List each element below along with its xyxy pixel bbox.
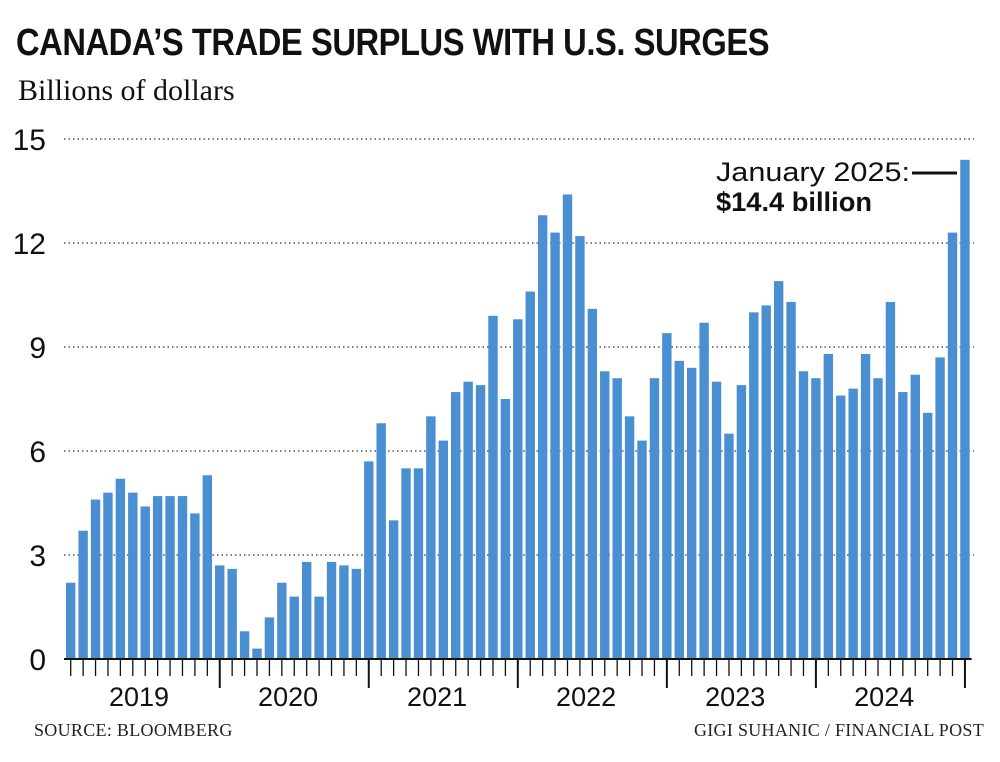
bar [152, 496, 163, 659]
bar [401, 468, 411, 659]
bar [562, 194, 573, 659]
bar [749, 312, 759, 659]
y-axis-tick-labels: 0 3 6 9 12 15 [13, 124, 46, 677]
bar [637, 440, 647, 659]
bar [488, 315, 498, 659]
x-axis-year-labels: 2019 2020 2021 2022 2023 2024 [109, 682, 914, 712]
bar [662, 333, 672, 659]
bar [836, 395, 846, 659]
bar [848, 388, 858, 659]
bar [922, 412, 933, 659]
chart-subtitle: Billions of dollars [18, 74, 235, 107]
bar [500, 399, 511, 659]
bar [687, 367, 697, 659]
bar [66, 582, 76, 659]
bar [724, 433, 734, 659]
bar [575, 236, 585, 659]
bar [537, 215, 548, 659]
bar [190, 513, 200, 659]
bar [128, 492, 138, 659]
x-tick-label-year: 2023 [705, 682, 765, 712]
bar [388, 520, 399, 659]
bar [227, 568, 237, 659]
annotation: January 2025:$14.4 billion [716, 157, 957, 217]
bar [239, 631, 250, 659]
bar [649, 378, 660, 659]
x-tick-label-year: 2021 [407, 682, 467, 712]
bar [314, 596, 324, 659]
bar [947, 232, 958, 659]
bar [674, 360, 684, 659]
y-tick-label: 15 [13, 124, 46, 157]
annotation-line-2: $14.4 billion [716, 187, 872, 217]
x-tick-label-year: 2019 [109, 682, 169, 712]
bar [413, 468, 424, 659]
bar [451, 392, 461, 659]
y-tick-label: 6 [29, 436, 46, 469]
bar [525, 291, 535, 659]
bar [438, 440, 448, 659]
bar [115, 478, 126, 659]
bar [140, 506, 150, 659]
bar [885, 301, 896, 659]
source-credit: SOURCE: BLOOMBERG [34, 720, 233, 740]
bar [277, 582, 287, 659]
x-tick-label-year: 2024 [854, 682, 914, 712]
x-tick-label-year: 2020 [258, 682, 318, 712]
bar [513, 319, 523, 659]
byline-credit: GIGI SUHANIC / FINANCIAL POST [693, 720, 984, 740]
bar [587, 308, 598, 659]
bar [103, 492, 113, 659]
y-tick-label: 12 [13, 228, 46, 261]
bar [811, 378, 821, 659]
bar [252, 648, 262, 659]
annotation-line-1: January 2025: [716, 157, 910, 187]
bar [289, 596, 299, 659]
bar [935, 357, 945, 659]
y-tick-label: 3 [29, 540, 46, 573]
bar [463, 381, 473, 659]
bar [773, 281, 784, 659]
bar [711, 381, 722, 659]
bar [823, 353, 834, 659]
chart-title: CANADA’S TRADE SURPLUS WITH U.S. SURGES [16, 22, 770, 64]
bar [301, 561, 312, 659]
bar [761, 305, 771, 659]
bar [736, 385, 747, 659]
bar [264, 617, 275, 659]
bar [786, 301, 796, 659]
y-tick-label: 9 [29, 332, 46, 365]
bar [339, 565, 349, 659]
bar [78, 530, 88, 659]
bar [612, 378, 622, 659]
bar [165, 496, 175, 659]
y-tick-label: 0 [29, 644, 46, 677]
bar [202, 475, 213, 659]
bar [910, 374, 920, 659]
bar [873, 378, 883, 659]
bar [960, 159, 970, 660]
bar [624, 416, 635, 659]
bar [798, 371, 809, 659]
bar [177, 496, 188, 659]
bar [326, 561, 337, 659]
bar [364, 461, 374, 659]
bar [351, 568, 362, 659]
x-tick-label-year: 2022 [556, 682, 616, 712]
bar [426, 416, 436, 659]
bar [898, 392, 908, 659]
bar [699, 322, 709, 659]
bar [215, 565, 225, 659]
bars [66, 159, 970, 660]
bar [475, 385, 486, 659]
bar [376, 423, 386, 659]
x-axis [64, 658, 972, 688]
bar [600, 371, 610, 659]
bar [90, 499, 101, 659]
bar [550, 232, 560, 659]
bar [860, 353, 871, 659]
